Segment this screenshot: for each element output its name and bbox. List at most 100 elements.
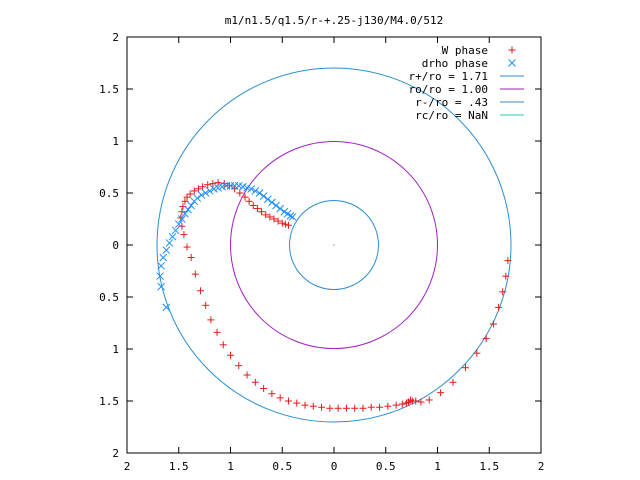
- legend-label: r+/ro = 1.71: [409, 70, 488, 83]
- series-1-point: [278, 219, 286, 227]
- series-2-point: [193, 194, 202, 203]
- x-tick-label: 1: [227, 460, 234, 473]
- series-1-point: [194, 185, 202, 193]
- series-2-point: [184, 205, 192, 214]
- series-1-point: [473, 349, 481, 357]
- series-1-point: [499, 288, 507, 296]
- series-2: [156, 181, 297, 312]
- x-tick-label: 0: [331, 460, 338, 473]
- series-2-point: [263, 195, 272, 204]
- series-1-point: [417, 398, 425, 406]
- series-1-point: [183, 243, 191, 251]
- radius-circle-1: [156, 67, 512, 423]
- series-1-point: [262, 211, 270, 219]
- series-2-point: [268, 198, 276, 207]
- series-1-point: [270, 215, 278, 223]
- legend-swatch: [508, 46, 516, 54]
- series-1-point: [186, 190, 194, 198]
- x-tick-label: 1.5: [169, 460, 189, 473]
- series-1-point: [202, 301, 210, 309]
- y-tick-label: 2: [112, 447, 119, 460]
- y-tick-label: 1.5: [99, 395, 119, 408]
- series-1-point: [191, 270, 199, 278]
- series-2-point: [174, 220, 183, 229]
- series-1-point: [178, 222, 186, 230]
- series-1-point: [449, 378, 457, 386]
- series-1-point: [268, 390, 276, 398]
- series-1-point: [258, 208, 266, 216]
- series-1-point: [367, 403, 375, 411]
- data-series: [156, 179, 512, 412]
- series-1-point: [402, 399, 410, 407]
- series-2-point: [201, 189, 210, 197]
- series-1-point: [495, 303, 503, 311]
- series-2-point: [251, 187, 260, 195]
- series-2-point: [288, 213, 297, 221]
- series-1-point: [482, 335, 490, 343]
- series-1-point: [284, 397, 292, 405]
- legend-label: r-/ro = .43: [415, 96, 488, 109]
- series-1: [177, 179, 512, 412]
- series-2-point: [162, 303, 171, 312]
- series-1-point: [236, 189, 244, 197]
- series-1-point: [489, 320, 497, 328]
- series-2-point: [286, 212, 295, 220]
- series-1-point: [293, 399, 301, 407]
- chart-title: m1/n1.5/q1.5/r-+.25-j130/M4.0/512: [225, 14, 444, 27]
- series-1-point: [251, 378, 259, 386]
- series-2-point: [181, 209, 189, 218]
- legend-label: rc/ro = NaN: [415, 109, 488, 122]
- series-1-point: [204, 181, 212, 189]
- legend-entry: drho phase: [422, 57, 516, 70]
- series-1-point: [187, 253, 195, 261]
- series-2-point: [162, 246, 171, 255]
- series-2-point: [171, 226, 180, 235]
- legend-entry: rc/ro = NaN: [415, 109, 524, 122]
- series-1-point: [281, 220, 289, 228]
- series-1-point: [245, 197, 253, 205]
- radius-circle-2: [230, 141, 438, 349]
- series-1-point: [178, 208, 186, 216]
- series-1-point: [309, 402, 317, 410]
- y-tick-label: 1: [112, 343, 119, 356]
- series-1-point: [342, 404, 350, 412]
- series-2-point: [272, 201, 280, 210]
- series-1-point: [243, 371, 251, 379]
- series-1-point: [209, 180, 217, 188]
- series-2-point: [157, 261, 166, 270]
- series-1-point: [219, 341, 227, 349]
- series-1-point: [260, 385, 268, 393]
- series-1-point: [334, 404, 342, 412]
- x-tick-label: 0.5: [376, 460, 396, 473]
- series-1-point: [359, 404, 367, 412]
- legend-entry: ro/ro = 1.00: [409, 83, 524, 96]
- series-1-point: [301, 401, 309, 409]
- x-tick-label: 1.5: [479, 460, 499, 473]
- x-tick-label: 2: [538, 460, 545, 473]
- series-1-point: [326, 404, 334, 412]
- series-1-point: [266, 213, 274, 221]
- x-tick-label: 0.5: [272, 460, 292, 473]
- series-1-point: [249, 201, 257, 209]
- series-1-point: [461, 364, 469, 372]
- series-2-point: [276, 204, 285, 213]
- series-1-point: [284, 221, 292, 229]
- series-1-point: [213, 328, 221, 336]
- legend-label: W phase: [442, 44, 488, 57]
- y-tick-label: 0: [112, 239, 119, 252]
- series-2-point: [197, 191, 206, 199]
- y-tick-label: 1.5: [99, 83, 119, 96]
- series-1-point: [235, 362, 243, 370]
- series-1-point: [253, 205, 261, 213]
- series-1-point: [180, 231, 188, 239]
- series-2-point: [159, 253, 168, 262]
- axis-ticks: 2 1.5 1 0.5 0 0.5 1 1.5 221.510.500.511.52: [99, 31, 544, 473]
- y-tick-label: 0.5: [99, 187, 119, 200]
- series-2-point: [259, 192, 268, 200]
- x-tick-label: 2: [124, 460, 131, 473]
- series-2-point: [247, 184, 256, 193]
- origin-dot: [333, 244, 335, 246]
- series-1-point: [437, 389, 445, 397]
- series-1-point: [214, 179, 222, 187]
